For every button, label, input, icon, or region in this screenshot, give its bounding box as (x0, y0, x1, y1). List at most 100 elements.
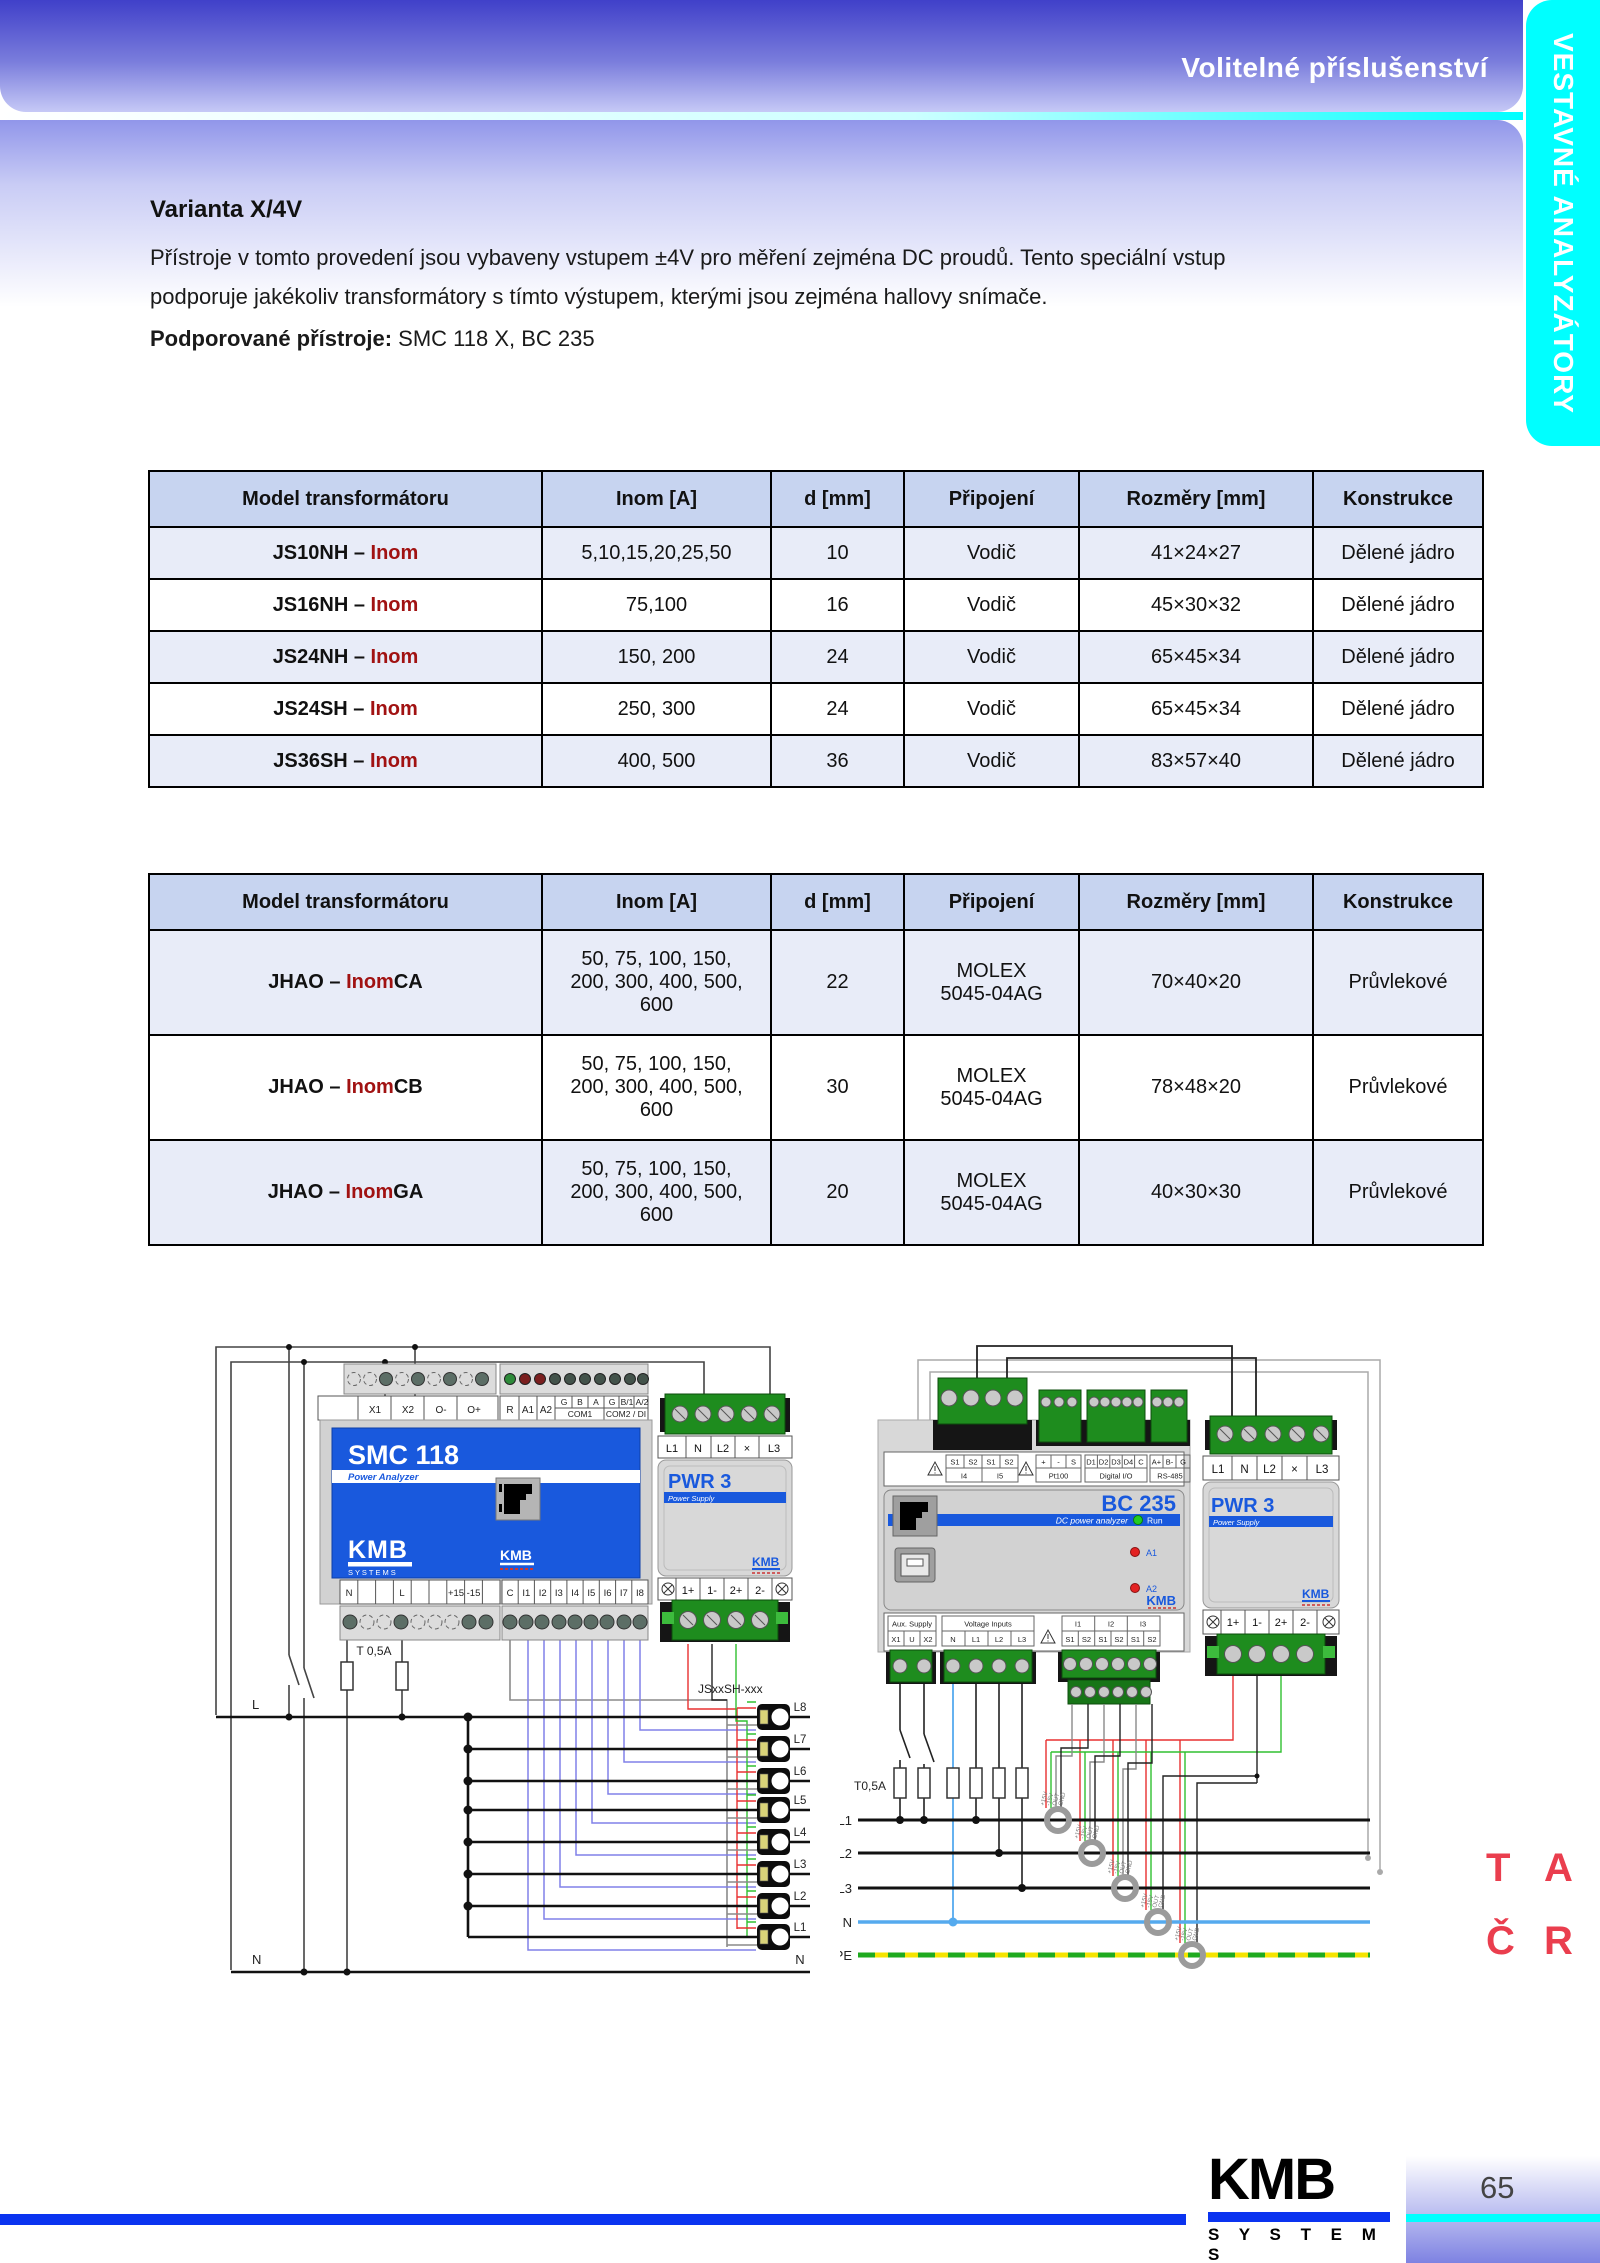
svg-text:L7: L7 (794, 1734, 807, 1746)
svg-text:D1: D1 (1086, 1458, 1096, 1467)
col-construction: Konstrukce (1312, 470, 1484, 528)
bus-label-N-right: N (795, 1952, 804, 1967)
kmb-logo-underline (1208, 2212, 1390, 2222)
table-row: JS36SH – Inom 400, 500 36 Vodič 83×57×40… (148, 734, 1484, 788)
svg-text:A+: A+ (1152, 1458, 1162, 1467)
svg-text:OUT: OUT (1052, 1792, 1061, 1806)
header-gradient-band (0, 0, 1523, 112)
supported-devices: Podporované přístroje: SMC 118 X, BC 235 (150, 326, 595, 352)
table-row: JS24SH – Inom 250, 300 24 Vodič 65×45×34… (148, 682, 1484, 736)
bc235-wiring-diagram: S1 S2 S1 S2 I4 I5 + - S Pt100 D1 D2 D3 D4 C Di… (840, 1345, 1383, 1969)
led-a1 (1130, 1547, 1140, 1557)
svg-text:-15V: -15V (1146, 1895, 1155, 1909)
bottom-screw-blocks (339, 1605, 649, 1641)
svg-text:S2: S2 (968, 1458, 977, 1467)
terminal-label: O- (435, 1405, 446, 1416)
bus-label-N: N (252, 1952, 261, 1967)
terminal-label: X2 (402, 1405, 415, 1416)
svg-text:S1: S1 (1065, 1635, 1074, 1644)
terminal-group-boxes (945, 1454, 1191, 1483)
svg-text:×: × (744, 1443, 750, 1455)
svg-text:L2: L2 (1263, 1464, 1276, 1476)
top-screw-blocks (343, 1363, 649, 1395)
table-row: JHAO – InomGA 50, 75, 100, 150, 200, 300… (148, 1139, 1484, 1246)
svg-text:GND: GND (1092, 1824, 1101, 1839)
cell-d: 36 (770, 734, 905, 788)
cell-dimensions: 45×30×32 (1078, 578, 1314, 632)
pwr-subtitle: Power Supply (668, 1494, 716, 1503)
footer-rule (0, 2214, 1186, 2225)
svg-text:OUT: OUT (1186, 1927, 1195, 1941)
cell-dimensions: 65×45×34 (1078, 682, 1314, 736)
table-header-row: Model transformátoru Inom [A] d [mm] Při… (148, 470, 1484, 528)
fuses (893, 1767, 1029, 1799)
page-number: 65 (1480, 2170, 1515, 2205)
supported-devices-value: SMC 118 X, BC 235 (392, 326, 595, 351)
svg-text:N: N (694, 1443, 702, 1455)
hall-sensors (1044, 1806, 1206, 1969)
svg-text:L2: L2 (717, 1443, 729, 1455)
terminal-label: A2 (540, 1405, 553, 1416)
run-led (1133, 1515, 1143, 1525)
cell-model: JS24NH – Inom (148, 630, 543, 684)
warning-icon (1040, 1628, 1056, 1644)
terminal-label: L (399, 1588, 404, 1599)
page-number-panel: 65 (1406, 2156, 1600, 2263)
table-row: JHAO – InomCA 50, 75, 100, 150, 200, 300… (148, 929, 1484, 1036)
svg-text:L2: L2 (995, 1635, 1003, 1644)
kmb-logo-systems: S Y S T E M S (1208, 2225, 1384, 2263)
svg-text:U: U (909, 1635, 914, 1644)
cell-connection: Vodič (903, 578, 1080, 632)
terminal-label: B (577, 1397, 583, 1407)
pwr-output-labels: 1+ 1- 2+ 2- (682, 1585, 766, 1597)
ct-clamp (757, 1924, 790, 1950)
svg-text:X1: X1 (891, 1635, 900, 1644)
svg-text:L6: L6 (794, 1766, 807, 1778)
svg-text:+15V: +15V (1107, 1859, 1116, 1874)
cell-model: JS36SH – Inom (148, 734, 543, 788)
svg-text:I2: I2 (1108, 1620, 1114, 1629)
terminal-label: I2 (539, 1588, 547, 1599)
cell-connection: Vodič (903, 630, 1080, 684)
kmb-logo-small: KMB (1146, 1593, 1176, 1608)
svg-text:S1: S1 (1131, 1635, 1140, 1644)
terminal-label: I5 (587, 1588, 595, 1599)
svg-text:S2: S2 (1082, 1635, 1091, 1644)
terminal-label: I3 (555, 1588, 563, 1599)
cell-dimensions: 41×24×27 (1078, 526, 1314, 580)
led-a1-label: A1 (1146, 1548, 1157, 1558)
bottom-terminal-strip: N L +15 -15 C I1 I2 I3 I4 I5 I6 I7 I8 (339, 1579, 649, 1605)
terminal-label: I4 (571, 1588, 579, 1599)
svg-text:L1: L1 (1212, 1464, 1225, 1476)
terminal-label: R (506, 1405, 513, 1416)
svg-text:RS-485: RS-485 (1157, 1472, 1182, 1481)
pwr-subtitle: Power Supply (1213, 1518, 1261, 1527)
svg-text:1-: 1- (707, 1585, 717, 1597)
col-model: Model transformátoru (148, 873, 543, 931)
bus-lines (858, 1818, 1370, 1958)
sidebar-chapter-label: VESTAVNÉ ANALYZÁTORY (1548, 32, 1579, 414)
svg-text:KMB: KMB (348, 1536, 408, 1564)
svg-text:L2: L2 (794, 1891, 807, 1903)
intro-paragraph-line2: podporuje jakékoliv transformátory s tím… (150, 284, 1048, 309)
svg-text:-15V: -15V (1046, 1793, 1055, 1807)
cell-d: 24 (770, 630, 905, 684)
col-construction: Konstrukce (1312, 873, 1484, 931)
svg-text:L3: L3 (768, 1443, 780, 1455)
cell-model: JS24SH – Inom (148, 682, 543, 736)
pwr-input-labels: L1 N L2 × L3 (1212, 1464, 1329, 1476)
svg-text:OUT: OUT (1086, 1825, 1095, 1839)
cell-connection: MOLEX 5045-04AG (903, 1139, 1080, 1246)
svg-text:X2: X2 (923, 1635, 932, 1644)
pwr3-module: L1 N L2 × L3 PWR 3 Power Supply KMB 1+ 1- 2… (657, 1393, 793, 1642)
supply-wire (215, 1346, 771, 1715)
svg-text:2+: 2+ (1275, 1617, 1288, 1629)
terminal-label: B/1 (621, 1397, 634, 1407)
cell-inom: 250, 300 (541, 682, 772, 736)
svg-text:I5: I5 (997, 1472, 1003, 1481)
bus-label-L: L (252, 1697, 259, 1712)
footer-cyan-line (1406, 2214, 1600, 2222)
svg-text:-15V: -15V (1113, 1861, 1122, 1875)
svg-text:S: S (1071, 1458, 1076, 1467)
transformer-table-through-hole: Model transformátoru Inom [A] d [mm] Při… (148, 873, 1484, 1246)
